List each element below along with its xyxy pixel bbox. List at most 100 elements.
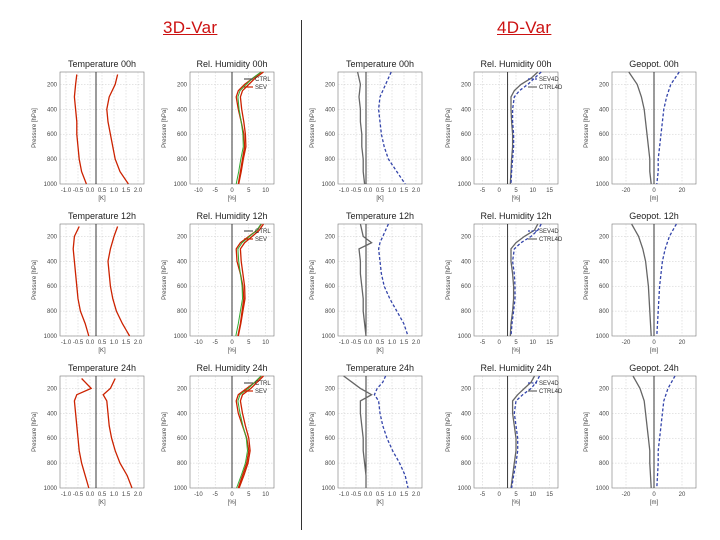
x-tick-label: 10 <box>529 340 536 346</box>
x-axis-label: [K] <box>98 348 106 354</box>
y-tick-label: 400 <box>177 107 188 113</box>
x-tick-label: 0 <box>230 492 234 498</box>
y-tick-label: 600 <box>461 284 472 290</box>
y-tick-label: 400 <box>599 107 610 113</box>
x-tick-label: 15 <box>546 492 553 498</box>
header-3dvar: 3D-Var <box>163 18 218 37</box>
panel-title: Rel. Humidity 24h <box>196 363 267 373</box>
y-axis-label: Pressure [hPa] <box>162 260 168 300</box>
y-tick-label: 800 <box>461 461 472 467</box>
x-tick-label: -1.0 <box>339 492 350 498</box>
x-axis-label: [K] <box>376 196 384 202</box>
x-tick-label: 15 <box>546 188 553 194</box>
x-tick-label: -10 <box>194 188 203 194</box>
legend-label: SEV <box>255 389 267 395</box>
y-tick-label: 600 <box>47 132 58 138</box>
x-tick-label: -5 <box>213 340 219 346</box>
legend-label: CTRL4D <box>539 85 563 91</box>
panel-3d-temp-00: 200 400 600 800 1000-1.0 -0.5 0.0 0.5 1.0 1.5 2.0 T… <box>32 59 145 202</box>
x-tick-label: 0 <box>652 188 656 194</box>
series-line-sev <box>656 223 677 337</box>
x-tick-label: -0.5 <box>351 492 362 498</box>
x-tick-label: -5 <box>480 492 486 498</box>
y-tick-label: 600 <box>461 132 472 138</box>
y-tick-label: 200 <box>599 82 610 88</box>
series-line-ctrl <box>235 375 262 489</box>
series-line-sev-secondary <box>235 71 262 185</box>
y-tick-label: 200 <box>47 82 58 88</box>
x-tick-label: 0.5 <box>376 340 385 346</box>
panel-4d-geo-00: 200 400 600 800 1000 -20 0 20 Geopot. 00h [m] Pres… <box>584 59 697 202</box>
series-line-sev <box>373 375 409 489</box>
panel-3d-rh-12: 200 400 600 800 1000 -10 -5 0 5 10 Rel. Humidity 1… <box>162 211 275 354</box>
series-line-sev <box>238 375 264 489</box>
panel-title: Rel. Humidity 12h <box>196 211 267 221</box>
x-axis-label: [K] <box>98 196 106 202</box>
x-tick-label: 10 <box>262 492 269 498</box>
x-tick-label: 1.5 <box>122 340 131 346</box>
x-axis-label: [%] <box>512 196 521 202</box>
panel-3d-rh-00: 200 400 600 800 1000 -10 -5 0 5 10 Rel. Humidity 0… <box>162 59 275 202</box>
y-tick-label: 200 <box>47 234 58 240</box>
x-tick-label: -5 <box>480 340 486 346</box>
y-tick-label: 400 <box>47 411 58 417</box>
x-tick-label: -5 <box>213 188 219 194</box>
y-axis-label: Pressure [hPa] <box>446 260 452 300</box>
y-tick-label: 200 <box>599 386 610 392</box>
x-tick-label: 0.5 <box>376 188 385 194</box>
x-tick-label: 1.5 <box>400 188 409 194</box>
y-tick-label: 200 <box>461 82 472 88</box>
x-tick-label: 1.0 <box>388 492 397 498</box>
plot-frame <box>59 223 145 337</box>
x-tick-label: -5 <box>480 188 486 194</box>
panel-title: Temperature 12h <box>346 211 414 221</box>
x-axis-label: [%] <box>512 500 521 506</box>
x-tick-label: 5 <box>247 188 251 194</box>
legend-label: SEV4D <box>539 77 559 83</box>
panel-4d-geo-24: 200 400 600 800 1000 -20 0 20 Geopot. 24h [m] Pres… <box>584 363 697 506</box>
y-tick-label: 800 <box>177 461 188 467</box>
x-tick-label: 5 <box>247 492 251 498</box>
series-line-ctrl <box>628 71 652 185</box>
plot-frame <box>337 375 423 489</box>
x-tick-label: 0.0 <box>86 340 95 346</box>
plot-frame <box>59 71 145 185</box>
y-tick-label: 800 <box>47 461 58 467</box>
y-tick-label: 200 <box>325 234 336 240</box>
x-tick-label: 5 <box>514 492 518 498</box>
y-tick-label: 1000 <box>458 182 472 188</box>
y-tick-label: 200 <box>325 82 336 88</box>
x-axis-label: [%] <box>512 348 521 354</box>
y-axis-label: Pressure [hPa] <box>584 260 590 300</box>
y-axis-label: Pressure [hPa] <box>584 108 590 148</box>
x-tick-label: 10 <box>529 188 536 194</box>
y-tick-label: 600 <box>461 436 472 442</box>
series-line-sev4d <box>509 223 539 337</box>
panel-title: Rel. Humidity 12h <box>480 211 551 221</box>
y-tick-label: 800 <box>47 157 58 163</box>
y-tick-label: 1000 <box>44 334 58 340</box>
panel-3d-rh-24: 200 400 600 800 1000 -10 -5 0 5 10 Rel. Humidity 2… <box>162 363 275 506</box>
x-axis-label: [m] <box>650 196 659 202</box>
x-tick-label: 1.5 <box>400 340 409 346</box>
x-axis-label: [K] <box>376 348 384 354</box>
plot-frame <box>337 223 423 337</box>
y-tick-label: 200 <box>177 82 188 88</box>
y-tick-label: 600 <box>177 132 188 138</box>
x-tick-label: 0.5 <box>98 492 107 498</box>
x-axis-label: [K] <box>376 500 384 506</box>
x-tick-label: -5 <box>213 492 219 498</box>
x-tick-label: 0 <box>498 492 502 498</box>
series-line-ctrl4d <box>510 71 542 185</box>
y-tick-label: 200 <box>599 234 610 240</box>
legend-label: SEV4D <box>539 381 559 387</box>
y-tick-label: 600 <box>325 284 336 290</box>
y-tick-label: 800 <box>47 309 58 315</box>
x-tick-label: 1.0 <box>110 492 119 498</box>
y-tick-label: 1000 <box>174 486 188 492</box>
y-tick-label: 200 <box>47 386 58 392</box>
y-tick-label: 800 <box>599 157 610 163</box>
legend-label: SEV <box>255 85 267 91</box>
y-tick-label: 1000 <box>322 486 336 492</box>
y-tick-label: 1000 <box>44 182 58 188</box>
